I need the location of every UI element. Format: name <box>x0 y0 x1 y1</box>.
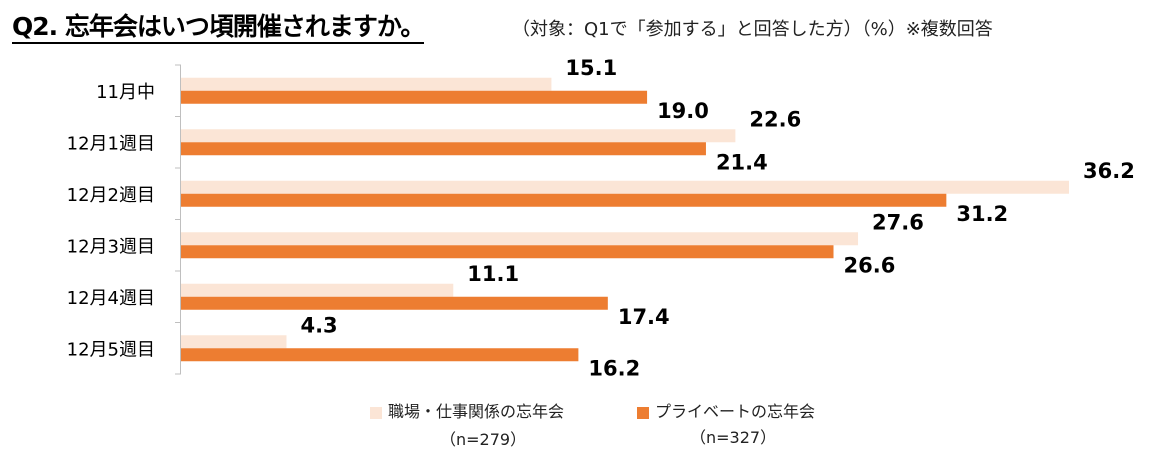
legend-item-work: 職場・仕事関係の忘年会 <box>370 398 564 422</box>
data-label-private: 21.4 <box>716 150 768 174</box>
data-label-private: 26.6 <box>844 253 896 277</box>
bar-private <box>181 296 608 310</box>
bar-work <box>181 335 287 349</box>
category-label: 11月中 <box>96 82 155 103</box>
data-label-work: 15.1 <box>565 56 617 80</box>
legend-swatch-work <box>370 406 382 419</box>
legend-n-work: （n=279） <box>440 430 527 449</box>
data-label-private: 16.2 <box>588 356 640 380</box>
bar-work <box>181 180 1069 194</box>
bar-work <box>181 232 859 246</box>
category-label: 12月3週目 <box>67 236 155 257</box>
data-label-work: 22.6 <box>749 107 801 131</box>
chart-subtitle: （対象：Q1で「参加する」と回答した方）（%）※複数回答 <box>512 19 993 40</box>
bar-private <box>181 348 579 362</box>
data-label-work: 36.2 <box>1083 159 1135 183</box>
data-label-private: 31.2 <box>956 202 1008 226</box>
bar-private <box>181 142 706 156</box>
data-label-private: 17.4 <box>618 305 670 329</box>
data-label-work: 4.3 <box>300 313 337 337</box>
category-label: 12月2週目 <box>67 185 155 206</box>
bar-private <box>181 245 834 259</box>
bar-work <box>181 77 552 91</box>
chart-title: Q2. 忘年会はいつ頃開催されますか。 <box>12 12 425 44</box>
bar-private <box>181 90 648 104</box>
category-label: 12月1週目 <box>67 133 155 154</box>
legend-label-work: 職場・仕事関係の忘年会 <box>388 402 565 421</box>
category-label: 12月5週目 <box>67 339 155 360</box>
legend-item-private: プライベートの忘年会 <box>637 398 815 422</box>
data-label-work: 11.1 <box>467 262 519 286</box>
legend-n-private: （n=327） <box>690 428 777 447</box>
data-label-work: 27.6 <box>872 210 924 234</box>
legend-label-private: プライベートの忘年会 <box>655 402 816 421</box>
data-label-private: 19.0 <box>657 99 709 123</box>
category-label: 12月4週目 <box>67 288 155 309</box>
bar-work <box>181 283 454 297</box>
legend-swatch-private <box>637 406 649 419</box>
bar-private <box>181 193 947 207</box>
bar-work <box>181 129 736 143</box>
